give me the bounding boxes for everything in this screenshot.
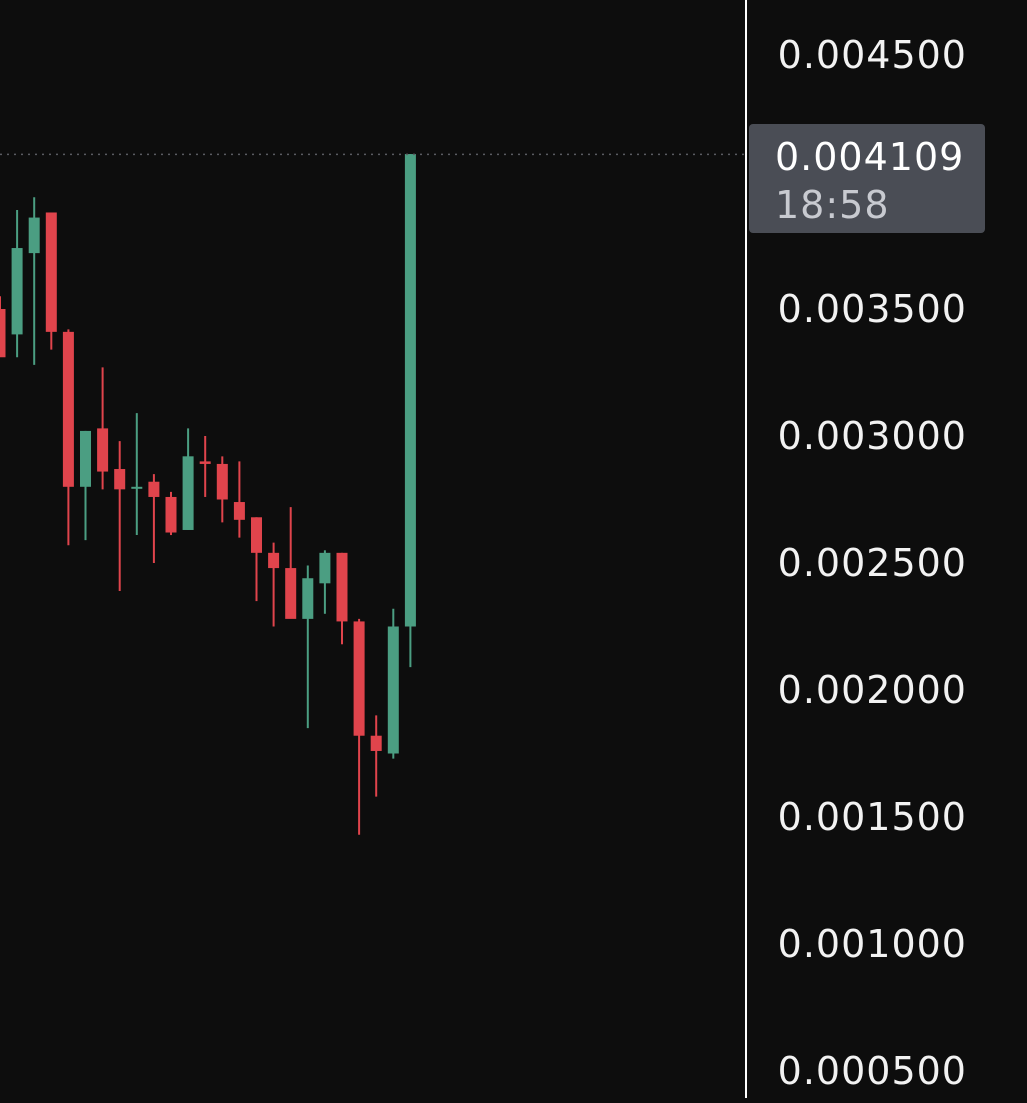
candle — [62, 329, 74, 546]
price-tick-label: 0.002500 — [777, 541, 967, 585]
candle — [353, 618, 365, 835]
candle-body — [114, 469, 126, 490]
candle — [131, 413, 143, 536]
candle-body — [131, 486, 143, 489]
candle — [0, 296, 6, 358]
candle — [251, 517, 262, 602]
price-tick-label: 0.003500 — [777, 287, 967, 331]
candle — [148, 474, 160, 563]
candle — [404, 154, 416, 668]
current-price-label: 0.004109 — [775, 135, 965, 179]
candle — [199, 436, 211, 497]
candle — [268, 542, 280, 627]
candle-body — [251, 517, 262, 553]
candle-body — [199, 461, 211, 464]
price-tick-label: 0.004500 — [777, 33, 967, 77]
candle — [28, 197, 40, 365]
candle — [233, 461, 245, 538]
candle — [114, 441, 126, 591]
candle-body — [28, 217, 40, 254]
candle — [97, 367, 109, 490]
candle-body — [80, 430, 91, 487]
candle-body — [268, 552, 280, 569]
candle — [216, 456, 228, 523]
price-tick-label: 0.001500 — [777, 795, 967, 839]
candle-body — [370, 735, 382, 751]
candle-body — [319, 552, 331, 584]
candle-body — [336, 552, 348, 622]
candle — [285, 507, 297, 619]
candle-body — [62, 331, 74, 487]
candle — [387, 608, 399, 759]
candle-body — [148, 481, 160, 497]
price-tick-label: 0.001000 — [777, 922, 967, 966]
candle-body — [387, 626, 399, 754]
candle-body — [285, 568, 297, 619]
candle — [302, 565, 314, 729]
candle — [45, 212, 57, 350]
candle — [11, 209, 23, 358]
candle — [80, 430, 91, 541]
candle — [165, 491, 177, 536]
candle — [182, 428, 194, 530]
candle-body — [302, 578, 314, 619]
candle-body — [216, 463, 228, 500]
candle — [319, 550, 331, 614]
candle — [370, 715, 382, 797]
current-price-badge: 0.004109 18:58 — [749, 124, 985, 233]
candle-body — [165, 496, 177, 533]
price-tick-label: 0.002000 — [777, 668, 967, 712]
candle — [336, 552, 348, 645]
candles-layer — [0, 154, 416, 835]
candle-countdown: 18:58 — [775, 183, 890, 227]
candle-body — [353, 621, 365, 736]
price-tick-label: 0.003000 — [777, 414, 967, 458]
candle-body — [182, 456, 194, 530]
candle-body — [404, 154, 416, 627]
candle-body — [0, 309, 6, 358]
candle-body — [97, 428, 109, 472]
candle-body — [45, 212, 57, 332]
candle-body — [11, 248, 23, 335]
candle-body — [233, 502, 245, 520]
price-tick-label: 0.000500 — [777, 1049, 967, 1093]
